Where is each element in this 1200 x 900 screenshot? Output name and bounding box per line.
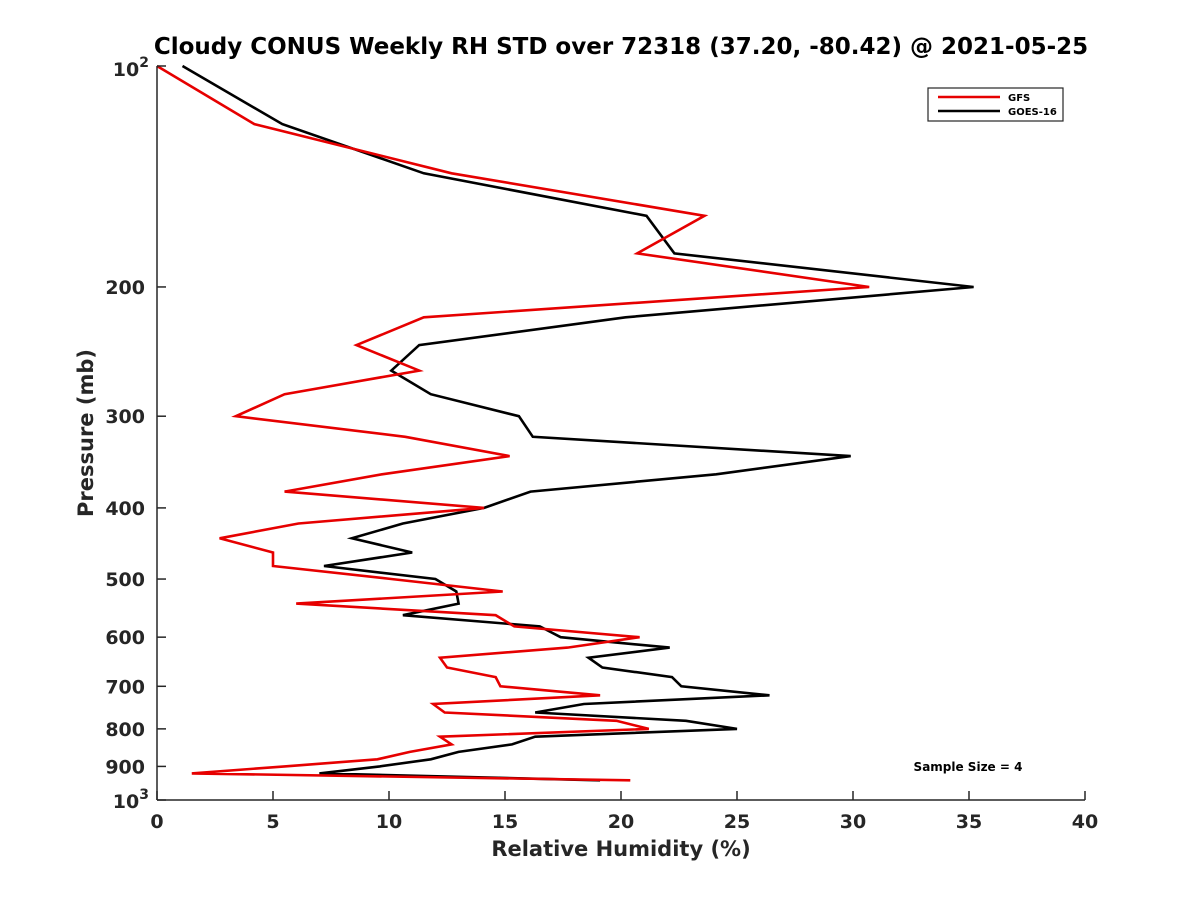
legend-label-gfs: GFS xyxy=(1008,93,1030,104)
series-line-gfs xyxy=(156,64,870,782)
y-tick-label: 200 xyxy=(105,277,145,299)
x-tick-label: 35 xyxy=(956,811,982,833)
y-tick-label: 600 xyxy=(105,627,145,649)
axes xyxy=(156,66,1085,801)
y-tick-label: 500 xyxy=(105,569,145,591)
y-tick-label: 900 xyxy=(105,756,145,778)
legend: GFS GOES-16 xyxy=(927,87,1064,122)
x-axis-label: Relative Humidity (%) xyxy=(491,837,750,861)
x-tick-label: 5 xyxy=(266,811,279,833)
y-axis-label: Pressure (mb) xyxy=(74,349,98,517)
legend-label-goes16: GOES-16 xyxy=(1008,107,1057,118)
x-tick-label: 20 xyxy=(608,811,634,833)
x-tick-label: 40 xyxy=(1072,811,1098,833)
chart-title: Cloudy CONUS Weekly RH STD over 72318 (3… xyxy=(154,34,1088,60)
x-tick-label: 0 xyxy=(150,811,163,833)
y-tick-label: 800 xyxy=(105,719,145,741)
y-tick-label: 103 xyxy=(113,787,149,813)
sample-size-annotation: Sample Size = 4 xyxy=(914,760,1023,774)
x-tick-label: 25 xyxy=(724,811,750,833)
series-line-goes16 xyxy=(181,64,974,782)
y-tick-label: 400 xyxy=(105,498,145,520)
x-tick-label: 15 xyxy=(492,811,518,833)
legend-box xyxy=(927,87,1064,122)
y-tick-label: 700 xyxy=(105,676,145,698)
x-tick-label: 30 xyxy=(840,811,866,833)
series-layer xyxy=(156,64,974,782)
y-tick-label: 102 xyxy=(113,55,149,81)
x-ticks: 0 5 10 15 20 25 30 35 40 xyxy=(150,791,1098,833)
y-tick-label: 300 xyxy=(105,406,145,428)
x-tick-label: 10 xyxy=(376,811,402,833)
y-ticks: 102 200 300 400 500 600 700 800 900 103 xyxy=(105,55,166,813)
